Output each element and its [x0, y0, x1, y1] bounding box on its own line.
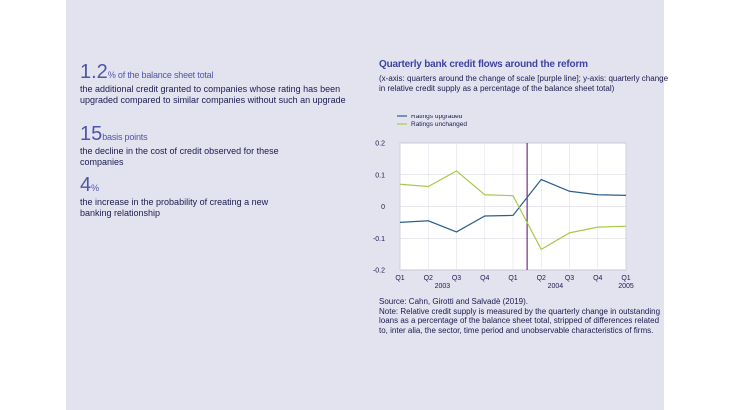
x-tick-label: Q1	[621, 275, 630, 282]
chart-subtitle: (x-axis: quarters around the change of s…	[379, 74, 669, 93]
credit-flow-chart: 0.2 0.1 0 -0.1 -0.2 Q1 Q2 Q3 Q4 Q1 Q2 Q3 Q4 Q1 2003 200…	[373, 115, 634, 290]
x-tick-label: Q2	[537, 275, 546, 282]
stat-value: 4	[80, 174, 92, 196]
x-year-label: 2003	[435, 283, 451, 290]
x-tick-label: Q4	[480, 275, 489, 282]
legend-label: Ratings unchanged	[411, 121, 467, 128]
stat-unit: % of the balance sheet total	[107, 70, 214, 80]
x-tick-label: Q3	[565, 275, 574, 282]
x-tick-label: Q1	[395, 275, 404, 282]
x-year-label: 2005	[618, 283, 634, 290]
chart-note: Note: Relative credit supply is measured…	[379, 306, 661, 335]
x-tick-label: Q1	[508, 275, 517, 282]
stat-cost-decline: 15basis points the decline in the cost o…	[80, 124, 280, 168]
chart-source: Source: Cahn, Girotti and Salvadè (2019)…	[379, 297, 528, 306]
chart-notes: Source: Cahn, Girotti and Salvadè (2019)…	[379, 297, 661, 335]
stat-value: 1.2	[80, 61, 108, 83]
stat-description: the increase in the probability of creat…	[80, 197, 269, 218]
stat-description: the additional credit granted to compani…	[80, 84, 346, 105]
y-tick-label: 0	[381, 204, 385, 211]
chart-title: Quarterly bank credit flows around the r…	[379, 59, 588, 70]
y-tick-label: 0.2	[375, 141, 385, 148]
stat-credit-granted: 1.2% of the balance sheet total the addi…	[80, 62, 350, 106]
legend-label: Ratings upgraded	[411, 115, 463, 120]
series-line-unchanged	[399, 170, 627, 251]
y-tick-label: 0.1	[375, 172, 385, 179]
x-tick-label: Q2	[424, 275, 433, 282]
x-tick-label: Q4	[593, 275, 602, 282]
stat-value: 15	[80, 123, 103, 145]
y-tick-label: -0.2	[373, 268, 385, 275]
stat-unit: %	[91, 183, 99, 193]
x-tick-label: Q3	[452, 275, 461, 282]
series-line-upgraded	[399, 178, 627, 233]
stat-description: the decline in the cost of credit observ…	[80, 146, 279, 167]
y-tick-label: -0.1	[373, 236, 385, 243]
x-year-label: 2004	[548, 283, 564, 290]
stat-new-relationship: 4% the increase in the probability of cr…	[80, 175, 285, 219]
stat-unit: basis points	[102, 132, 148, 142]
